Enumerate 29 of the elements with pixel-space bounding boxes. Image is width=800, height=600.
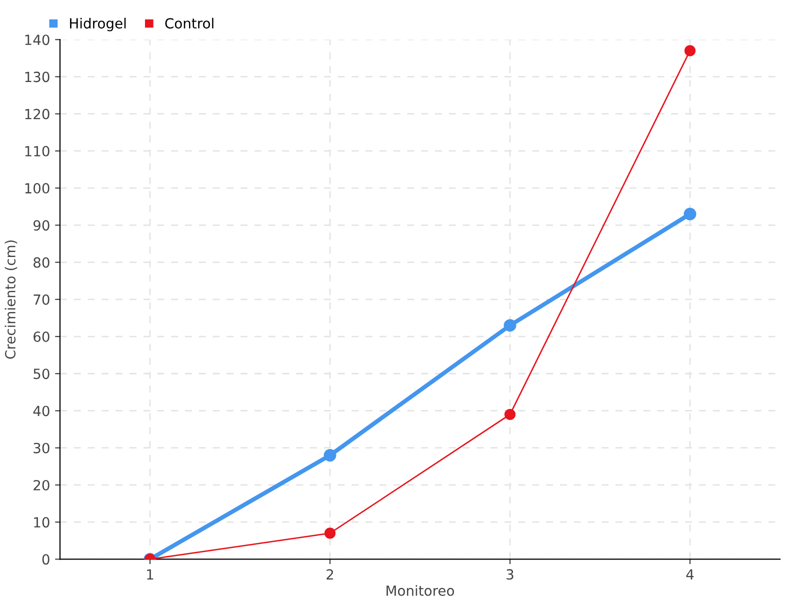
y-tick-label: 140 (25, 34, 50, 46)
point (504, 408, 516, 420)
y-tick-label: 0 (42, 554, 50, 565)
legend-label: Hidrogel (70, 18, 126, 32)
point (684, 45, 696, 56)
y-tick-label: 40 (33, 406, 50, 416)
legend-label: Control (165, 18, 214, 29)
y-tick-label: 130 (25, 72, 50, 82)
y-tick-label: 110 (25, 146, 50, 156)
y-tick-label: 30 (34, 442, 50, 454)
y-tick-label: 20 (34, 480, 50, 490)
point (324, 449, 336, 462)
x-tick-label: 1 (147, 569, 154, 580)
point (684, 208, 696, 220)
x-axis-title: Monitoreo (386, 585, 454, 596)
x-tick-label: 4 (686, 569, 694, 580)
point (324, 528, 336, 539)
y-tick-label: 80 (34, 257, 50, 268)
y-tick-label: 100 (25, 183, 50, 194)
point (504, 319, 516, 332)
y-tick-label: 50 (34, 368, 50, 380)
y-tick-label: 10 (34, 517, 50, 528)
y-tick-label: 120 (25, 108, 50, 120)
y-axis-title: Crecimiento (cm) (4, 240, 18, 359)
y-tick-label: 60 (34, 331, 50, 342)
y-tick-label: 90 (33, 220, 50, 231)
x-tick-label: 3 (506, 569, 514, 580)
y-tick-label: 70 (34, 294, 50, 305)
x-tick-label: 2 (326, 569, 334, 580)
